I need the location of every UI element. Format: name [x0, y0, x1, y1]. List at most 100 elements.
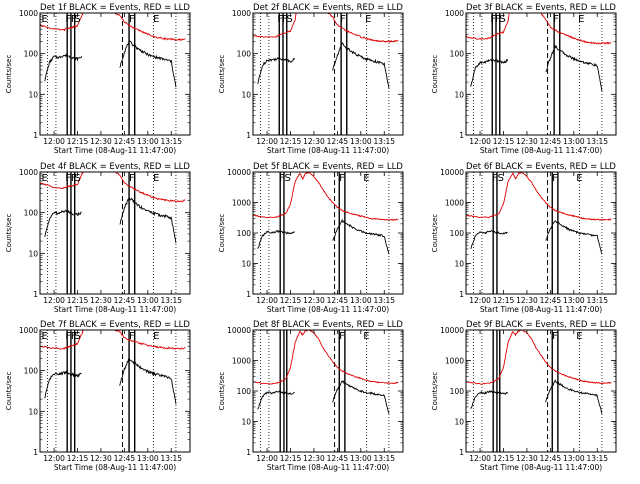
flag-label: E [576, 331, 582, 342]
flag-label: F [279, 173, 285, 184]
plot-area: FFS F E [466, 13, 612, 135]
flag-label: E [153, 331, 159, 342]
y-tick-label: 100 [24, 50, 39, 59]
y-tick-label: 10 [28, 90, 38, 99]
x-tick-label: 12:00 [256, 454, 278, 463]
x-tick-label: 13:15 [586, 454, 608, 463]
x-tick-label: 12:15 [493, 137, 515, 146]
events-series-line [44, 209, 82, 237]
y-axis-label: Counts/sec [431, 372, 439, 411]
x-tick-label: 13:15 [160, 137, 182, 146]
events-series-line [44, 53, 83, 82]
y-tick-label: 1000 [445, 357, 464, 366]
flag-label: F [277, 14, 283, 25]
y-tick-label: 100 [450, 50, 465, 59]
y-tick-label: 1000 [19, 9, 38, 18]
events-series-line [332, 218, 390, 255]
flag-label: E [153, 14, 159, 25]
plot-area: FFS F E [253, 13, 399, 135]
flag-label: E [42, 173, 48, 184]
x-tick-label: 12:15 [493, 454, 515, 463]
y-tick-label: 1 [246, 131, 251, 140]
axes-frame [39, 171, 191, 295]
y-tick-label: 10000 [227, 326, 251, 335]
flag-label: E [363, 173, 369, 184]
x-tick-label: 12:30 [516, 454, 538, 463]
x-tick-label: 12:30 [90, 454, 112, 463]
panel-title: Det 5f BLACK = Events, RED = LLD [253, 162, 403, 172]
x-tick-label: 12:00 [469, 296, 491, 305]
flag-label: F [129, 331, 135, 342]
plot-area: E F FS F E [40, 13, 186, 135]
y-tick-label: 10 [28, 249, 38, 258]
x-tick-label: 13:00 [137, 454, 159, 463]
x-tick-label: 13:15 [373, 296, 395, 305]
panel-title: Det 2f BLACK = Events, RED = LLD [253, 3, 403, 13]
flag-label: E [363, 331, 369, 342]
x-tick-label: 12:45 [327, 137, 349, 146]
axes-frame [465, 12, 617, 136]
panel-title: Det 6f BLACK = Events, RED = LLD [466, 162, 616, 172]
x-tick-label: 12:15 [67, 454, 89, 463]
events-series-line [332, 42, 390, 89]
flag-label: S [286, 14, 292, 25]
lld-series-line [466, 13, 510, 41]
events-series-line [119, 196, 177, 244]
y-tick-label: 100 [450, 229, 465, 238]
x-tick-label: 12:45 [327, 454, 349, 463]
flag-label: F [65, 331, 71, 342]
x-tick-label: 12:30 [303, 296, 325, 305]
axes-frame [39, 329, 191, 453]
events-series-line [119, 357, 177, 405]
x-tick-label: 13:15 [160, 296, 182, 305]
axes-frame [252, 12, 404, 136]
y-axis-label: Counts/sec [218, 372, 226, 411]
x-tick-label: 12:00 [469, 137, 491, 146]
lld-series-line [253, 172, 399, 221]
x-tick-label: 12:15 [280, 137, 302, 146]
x-tick-label: 12:15 [67, 137, 89, 146]
lld-series-line [327, 13, 399, 43]
y-tick-label: 1000 [445, 9, 464, 18]
flag-label: F [282, 14, 288, 25]
x-tick-label: 13:00 [350, 296, 372, 305]
lld-series-line [114, 172, 186, 203]
y-tick-label: 10 [241, 418, 251, 427]
flag-label: E [365, 14, 371, 25]
y-tick-label: 10000 [227, 168, 251, 177]
events-series-line [257, 390, 295, 410]
y-tick-label: 1 [459, 290, 464, 299]
y-tick-label: 10 [454, 418, 464, 427]
x-tick-label: 12:00 [43, 454, 65, 463]
x-tick-label: 12:45 [327, 296, 349, 305]
y-tick-label: 100 [450, 387, 465, 396]
flag-label: F [490, 14, 496, 25]
lld-series-line [253, 13, 297, 38]
flag-label: E [576, 173, 582, 184]
events-series-line [545, 44, 603, 92]
y-tick-label: 1 [246, 290, 251, 299]
y-tick-label: 100 [237, 50, 252, 59]
lld-series-line [114, 330, 186, 350]
lld-series-line [40, 172, 84, 190]
axes-frame [252, 171, 404, 295]
x-tick-label: 12:00 [43, 137, 65, 146]
x-tick-label: 12:30 [516, 296, 538, 305]
plot-area: E F FS F E [40, 172, 186, 294]
y-axis-label: Counts/sec [5, 55, 13, 94]
flag-label: E [578, 14, 584, 25]
y-tick-label: 1000 [445, 199, 464, 208]
x-tick-label: 12:15 [67, 296, 89, 305]
y-tick-label: 1000 [232, 357, 251, 366]
events-series-line [257, 229, 295, 249]
axes-frame [465, 171, 617, 295]
axes-frame [252, 329, 404, 453]
